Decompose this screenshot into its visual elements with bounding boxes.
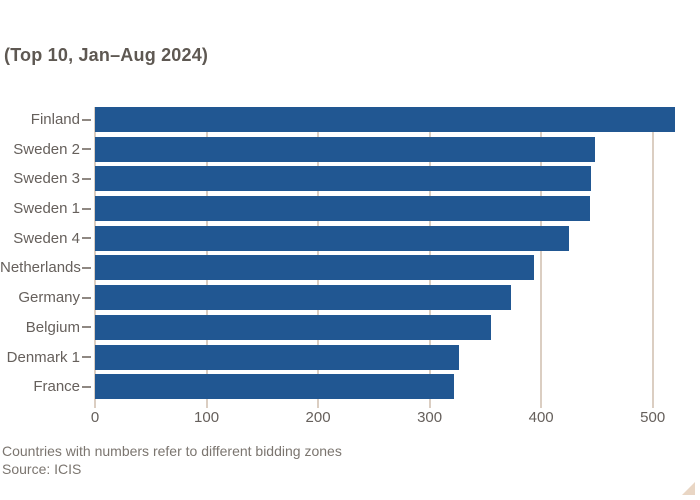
x-tick-label: 500 bbox=[640, 409, 666, 426]
bar-row: Sweden 4 bbox=[0, 225, 700, 256]
category-tick-zone bbox=[80, 107, 95, 132]
category-tick bbox=[82, 118, 91, 121]
category-tick bbox=[82, 296, 91, 299]
bar-track bbox=[95, 344, 675, 370]
category-tick-zone bbox=[80, 345, 95, 370]
bar-track bbox=[95, 196, 675, 222]
category-tick bbox=[82, 177, 91, 180]
category-tick bbox=[82, 237, 91, 240]
plot-area: Finland Sweden 2 Sweden 3 Sweden 1 Sweden 4 N… bbox=[0, 107, 700, 408]
bar-row: Sweden 1 bbox=[0, 196, 700, 226]
category-label: Netherlands bbox=[0, 259, 81, 277]
ft-corner-mark-icon bbox=[682, 482, 695, 495]
category-label: France bbox=[33, 378, 80, 396]
chart-source: Source: ICIS bbox=[2, 461, 82, 477]
bar-track bbox=[95, 107, 675, 132]
bar-row: Finland bbox=[0, 107, 700, 137]
bar-rows: Finland Sweden 2 Sweden 3 Sweden 1 Sweden 4 N… bbox=[0, 107, 700, 404]
category-tick bbox=[82, 356, 91, 358]
bar bbox=[95, 196, 591, 222]
chart-footnote: Countries with numbers refer to differen… bbox=[2, 443, 342, 459]
category-tick bbox=[82, 266, 91, 269]
bar-row: Netherlands bbox=[0, 255, 700, 285]
category-tick bbox=[82, 148, 91, 151]
bar-row: France bbox=[0, 374, 700, 404]
bar bbox=[95, 255, 535, 281]
x-tick-label: 400 bbox=[528, 409, 554, 426]
bar-track bbox=[95, 255, 675, 281]
category-tick-zone bbox=[80, 315, 95, 340]
category-tick bbox=[82, 326, 91, 329]
gridline bbox=[540, 107, 543, 408]
category-label: Germany bbox=[18, 289, 80, 307]
bar bbox=[95, 136, 595, 162]
bar-row: Sweden 3 bbox=[0, 166, 700, 196]
bar bbox=[95, 374, 455, 400]
x-tick-label: 300 bbox=[417, 409, 443, 426]
category-tick-zone bbox=[80, 196, 95, 221]
bar-track bbox=[95, 374, 675, 400]
chart-subtitle: (Top 10, Jan–Aug 2024) bbox=[4, 45, 209, 65]
category-label: Sweden 3 bbox=[13, 170, 80, 188]
category-label: Sweden 4 bbox=[13, 229, 80, 247]
bar-track bbox=[95, 314, 675, 340]
category-tick-zone bbox=[80, 226, 95, 251]
category-tick-zone bbox=[80, 137, 95, 162]
category-tick-zone bbox=[80, 374, 95, 399]
bar bbox=[95, 107, 675, 132]
bar-track bbox=[95, 166, 675, 192]
bar-track bbox=[95, 225, 675, 251]
x-tick-label: 100 bbox=[194, 409, 220, 426]
category-tick bbox=[82, 385, 91, 388]
bar-track bbox=[95, 136, 675, 162]
x-tick-label: 200 bbox=[305, 409, 331, 426]
bar-row: Germany bbox=[0, 285, 700, 315]
bar-row: Sweden 2 bbox=[0, 136, 700, 167]
bar bbox=[95, 166, 592, 192]
category-label: Finland bbox=[30, 111, 80, 128]
category-label: Sweden 2 bbox=[13, 140, 80, 158]
gridline bbox=[651, 107, 654, 408]
bar bbox=[95, 314, 491, 340]
category-tick-zone bbox=[80, 285, 95, 310]
x-tick-label: 0 bbox=[90, 409, 100, 426]
bar bbox=[95, 285, 512, 311]
category-label: Belgium bbox=[25, 318, 80, 336]
bar bbox=[95, 344, 459, 370]
category-tick-zone bbox=[80, 166, 95, 191]
bar-row: Denmark 1 bbox=[0, 344, 700, 375]
category-tick bbox=[82, 207, 91, 210]
bar bbox=[95, 225, 570, 251]
bar-row: Belgium bbox=[0, 314, 700, 345]
category-label: Denmark 1 bbox=[6, 348, 80, 366]
category-label: Sweden 1 bbox=[13, 200, 80, 218]
x-axis: 0 100 200 300 400 500 bbox=[0, 409, 700, 427]
bar-track bbox=[95, 285, 675, 311]
category-tick-zone bbox=[80, 255, 95, 280]
